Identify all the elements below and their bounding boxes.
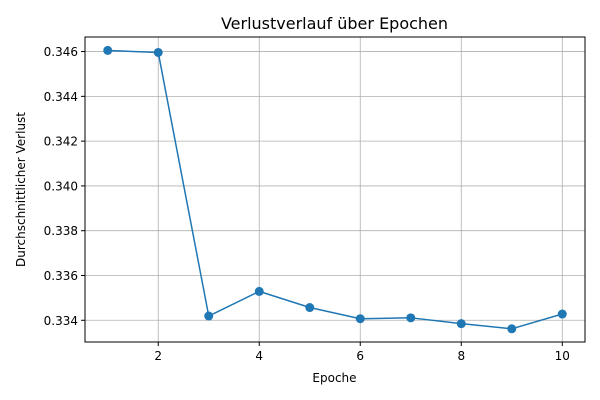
x-axis-label: Epoche: [312, 371, 356, 385]
x-axis-ticks: 2 4 6 8 10: [154, 342, 570, 363]
x-tick-label: 2: [154, 349, 162, 363]
x-tick-label: 4: [255, 349, 263, 363]
data-point: [204, 311, 214, 321]
x-tick-label: 8: [457, 349, 465, 363]
plot-area-frame: [84, 36, 586, 343]
y-tick-label: 0.342: [44, 135, 78, 149]
y-tick-label: 0.338: [44, 224, 78, 238]
data-point: [254, 286, 264, 296]
y-tick-label: 0.340: [44, 179, 78, 193]
data-point: [406, 313, 416, 323]
data-point: [355, 314, 365, 324]
grid-lines: [85, 37, 585, 342]
data-point: [305, 303, 315, 313]
data-point: [103, 45, 113, 55]
y-axis-label: Durchschnittlicher Verlust: [14, 112, 28, 267]
x-tick-label: 10: [555, 349, 570, 363]
y-tick-label: 0.334: [44, 314, 78, 328]
x-tick-label: 6: [356, 349, 364, 363]
series-layer: [103, 45, 567, 334]
y-axis-ticks: 0.334 0.336 0.338 0.340 0.342 0.344 0.346: [44, 45, 85, 328]
data-point: [456, 319, 466, 329]
y-tick-label: 0.344: [44, 90, 78, 104]
y-tick-label: 0.336: [44, 269, 78, 283]
y-tick-label: 0.346: [44, 45, 78, 59]
data-point: [557, 309, 567, 319]
data-point: [507, 324, 517, 334]
chart-title: Verlustverlauf über Epochen: [221, 14, 448, 33]
data-point: [153, 47, 163, 57]
series-line: [107, 49, 563, 330]
